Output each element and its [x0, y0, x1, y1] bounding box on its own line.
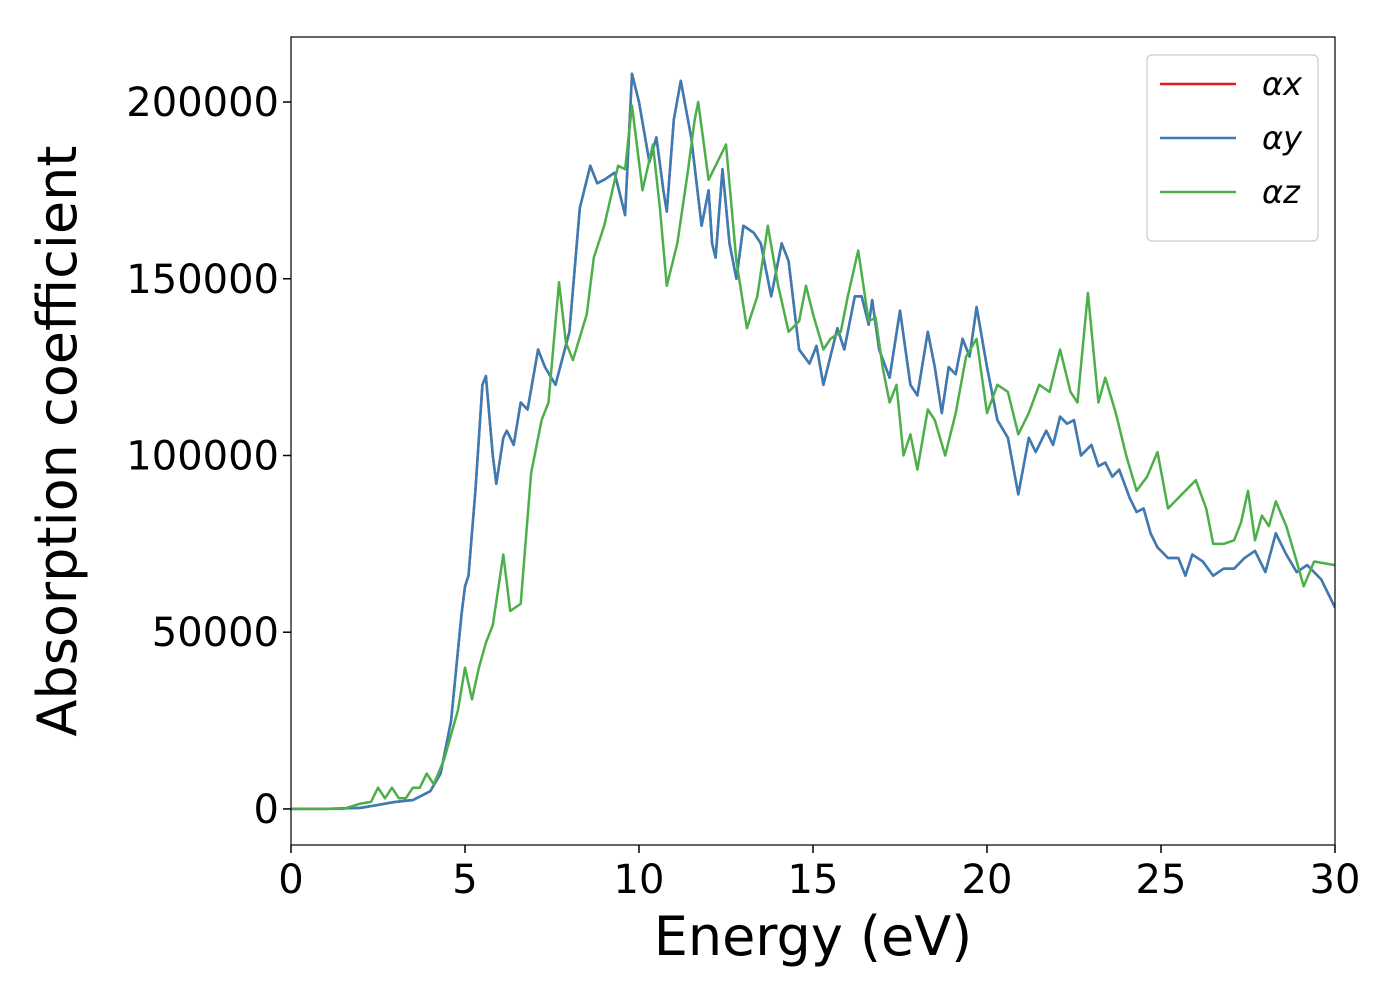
legend-label: αy [1262, 119, 1303, 157]
legend-label: αx [1262, 65, 1303, 103]
y-tick-label: 0 [254, 787, 279, 833]
x-tick-label: 5 [452, 857, 477, 903]
x-tick-label: 15 [788, 857, 839, 903]
series-line [291, 100, 1335, 811]
x-tick-label: 30 [1310, 857, 1361, 903]
x-tick-label: 10 [614, 857, 665, 903]
legend-label: αz [1262, 173, 1301, 211]
y-axis-label: Absorption coefficient [26, 146, 89, 737]
x-tick-label: 20 [962, 857, 1013, 903]
x-tick-label: 0 [278, 857, 303, 903]
y-tick-label: 50000 [152, 610, 279, 656]
x-axis-label: Energy (eV) [654, 905, 973, 968]
y-tick-label: 200000 [126, 80, 279, 126]
y-tick-label: 150000 [126, 257, 279, 303]
legend-box [1146, 54, 1319, 242]
x-tick-label: 25 [1136, 857, 1187, 903]
y-tick-label: 100000 [126, 433, 279, 479]
plot-frame [290, 36, 1336, 846]
